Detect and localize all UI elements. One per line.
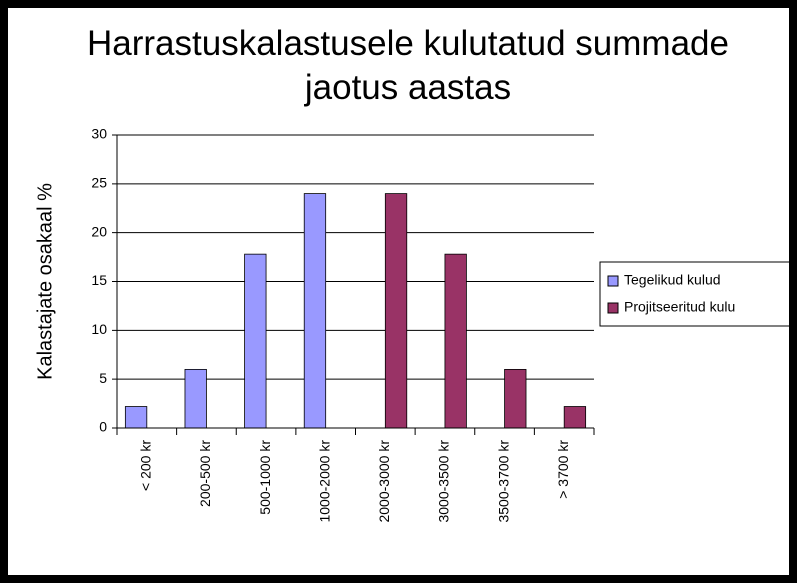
y-tick-label: 0 xyxy=(99,419,107,435)
bar xyxy=(444,253,467,429)
legend-swatch xyxy=(607,275,619,287)
legend-swatch xyxy=(607,302,619,314)
x-tick-label: 200-500 kr xyxy=(197,440,213,507)
y-tick-label: 10 xyxy=(91,321,107,337)
y-tick-label: 20 xyxy=(91,223,107,239)
bar xyxy=(124,406,148,429)
x-tick-label: 3500-3700 kr xyxy=(495,440,511,523)
y-tick-label: 25 xyxy=(91,175,107,191)
bar xyxy=(384,193,408,429)
y-tick-label: 15 xyxy=(91,272,107,288)
legend-label: Projitseeritud kulu xyxy=(624,299,735,315)
x-tick-label: 2000-3000 kr xyxy=(376,440,392,523)
bar xyxy=(563,406,587,429)
x-tick-label: 1000-2000 kr xyxy=(316,440,332,523)
bar xyxy=(303,193,327,429)
y-axis-label: Kalastajate osakaal % xyxy=(34,183,56,380)
x-tick-label: > 3700 kr xyxy=(555,440,571,499)
y-tick-label: 5 xyxy=(99,370,107,386)
bar xyxy=(244,253,267,429)
y-tick-label: 30 xyxy=(91,126,107,142)
x-tick-label: 500-1000 kr xyxy=(257,440,273,515)
legend-box xyxy=(599,261,789,327)
bar xyxy=(504,368,527,429)
x-tick-label: 3000-3500 kr xyxy=(436,440,452,523)
legend-label: Tegelikud kulud xyxy=(624,272,721,288)
x-tick-label: < 200 kr xyxy=(138,440,154,491)
chart-title: Harrastuskalastusele kulutatud summade j… xyxy=(87,24,729,107)
bar xyxy=(184,368,207,429)
